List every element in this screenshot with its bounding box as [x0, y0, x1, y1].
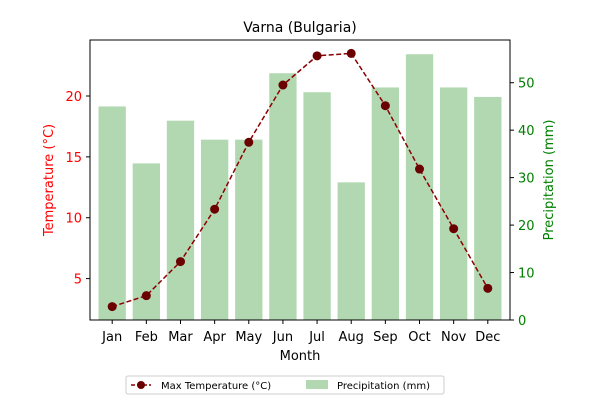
y-left-tick-label-20: 20: [65, 90, 82, 105]
temperature-point-feb: [141, 291, 151, 301]
temperature-point-aug: [346, 48, 356, 58]
precipitation-bar-aug: [337, 182, 365, 320]
x-axis-label: Month: [280, 349, 321, 364]
x-axis: Jan Feb Mar Apr May Jun Jul Aug Sep Oct Nov Dec: [101, 320, 500, 345]
y-left-tick-label-15: 15: [65, 151, 82, 166]
temperature-point-sep: [380, 101, 390, 111]
precipitation-bar-nov: [440, 87, 468, 320]
legend-marker-swatch: [137, 381, 145, 389]
precipitation-bar-apr: [200, 139, 229, 320]
precipitation-bar-sep: [371, 87, 400, 320]
x-tick-label-feb: Feb: [135, 330, 158, 345]
x-tick-label-sep: Sep: [373, 330, 398, 345]
x-tick-label-may: May: [235, 330, 262, 345]
line-layer: [107, 48, 493, 312]
precipitation-bar-dec: [474, 96, 502, 320]
y-axis-right: 0 10 20 30 40 50: [510, 77, 535, 329]
legend-bar-swatch: [306, 380, 328, 389]
y-right-tick-label-0: 0: [518, 314, 526, 329]
y-left-tick-label-5: 5: [74, 273, 82, 288]
precipitation-bar-mar: [166, 120, 195, 320]
chart-title: Varna (Bulgaria): [243, 20, 356, 36]
precipitation-bar-oct: [405, 54, 434, 320]
x-tick-label-jan: Jan: [101, 330, 122, 345]
temperature-point-may: [244, 137, 254, 147]
y-right-tick-label-50: 50: [518, 77, 535, 92]
precipitation-bar-jul: [303, 92, 331, 320]
x-tick-label-jun: Jun: [272, 330, 293, 345]
x-tick-label-aug: Aug: [339, 330, 364, 345]
legend-label-precipitation: Precipitation (mm): [337, 381, 430, 392]
y-right-tick-label-30: 30: [518, 172, 535, 187]
precipitation-bar-jan: [98, 106, 126, 321]
temperature-point-oct: [415, 164, 425, 174]
x-tick-label-mar: Mar: [168, 330, 193, 345]
temperature-point-jun: [278, 80, 288, 90]
temperature-point-nov: [449, 224, 459, 234]
temperature-point-apr: [210, 204, 220, 214]
x-tick-label-apr: Apr: [203, 330, 226, 345]
plot-frame: [89, 39, 511, 321]
y-axis-left-label: Temperature (°C): [42, 124, 57, 237]
y-axis-right-label: Precipitation (mm): [542, 120, 557, 241]
x-tick-label-oct: Oct: [408, 330, 430, 345]
temperature-point-dec: [483, 283, 493, 293]
y-right-tick-label-10: 10: [518, 267, 535, 282]
precipitation-bar-may: [235, 139, 263, 320]
x-tick-label-jul: Jul: [308, 330, 325, 345]
x-tick-label-dec: Dec: [475, 330, 500, 345]
legend-box: [125, 375, 445, 395]
bars-layer: [98, 54, 502, 321]
legend: Max Temperature (°C) Precipitation (mm): [125, 375, 445, 395]
temperature-point-jan: [107, 302, 117, 312]
temperature-line: [111, 52, 489, 308]
y-right-tick-label-40: 40: [518, 124, 535, 139]
precipitation-bar-jun: [269, 73, 297, 320]
legend-label-temperature: Max Temperature (°C): [161, 381, 271, 392]
y-left-tick-label-10: 10: [65, 212, 82, 227]
temperature-point-mar: [175, 257, 185, 267]
x-tick-label-nov: Nov: [441, 330, 467, 345]
y-axis-left: 5 10 15 20: [65, 90, 90, 288]
temperature-point-jul: [312, 51, 322, 61]
y-right-tick-label-20: 20: [518, 219, 535, 234]
